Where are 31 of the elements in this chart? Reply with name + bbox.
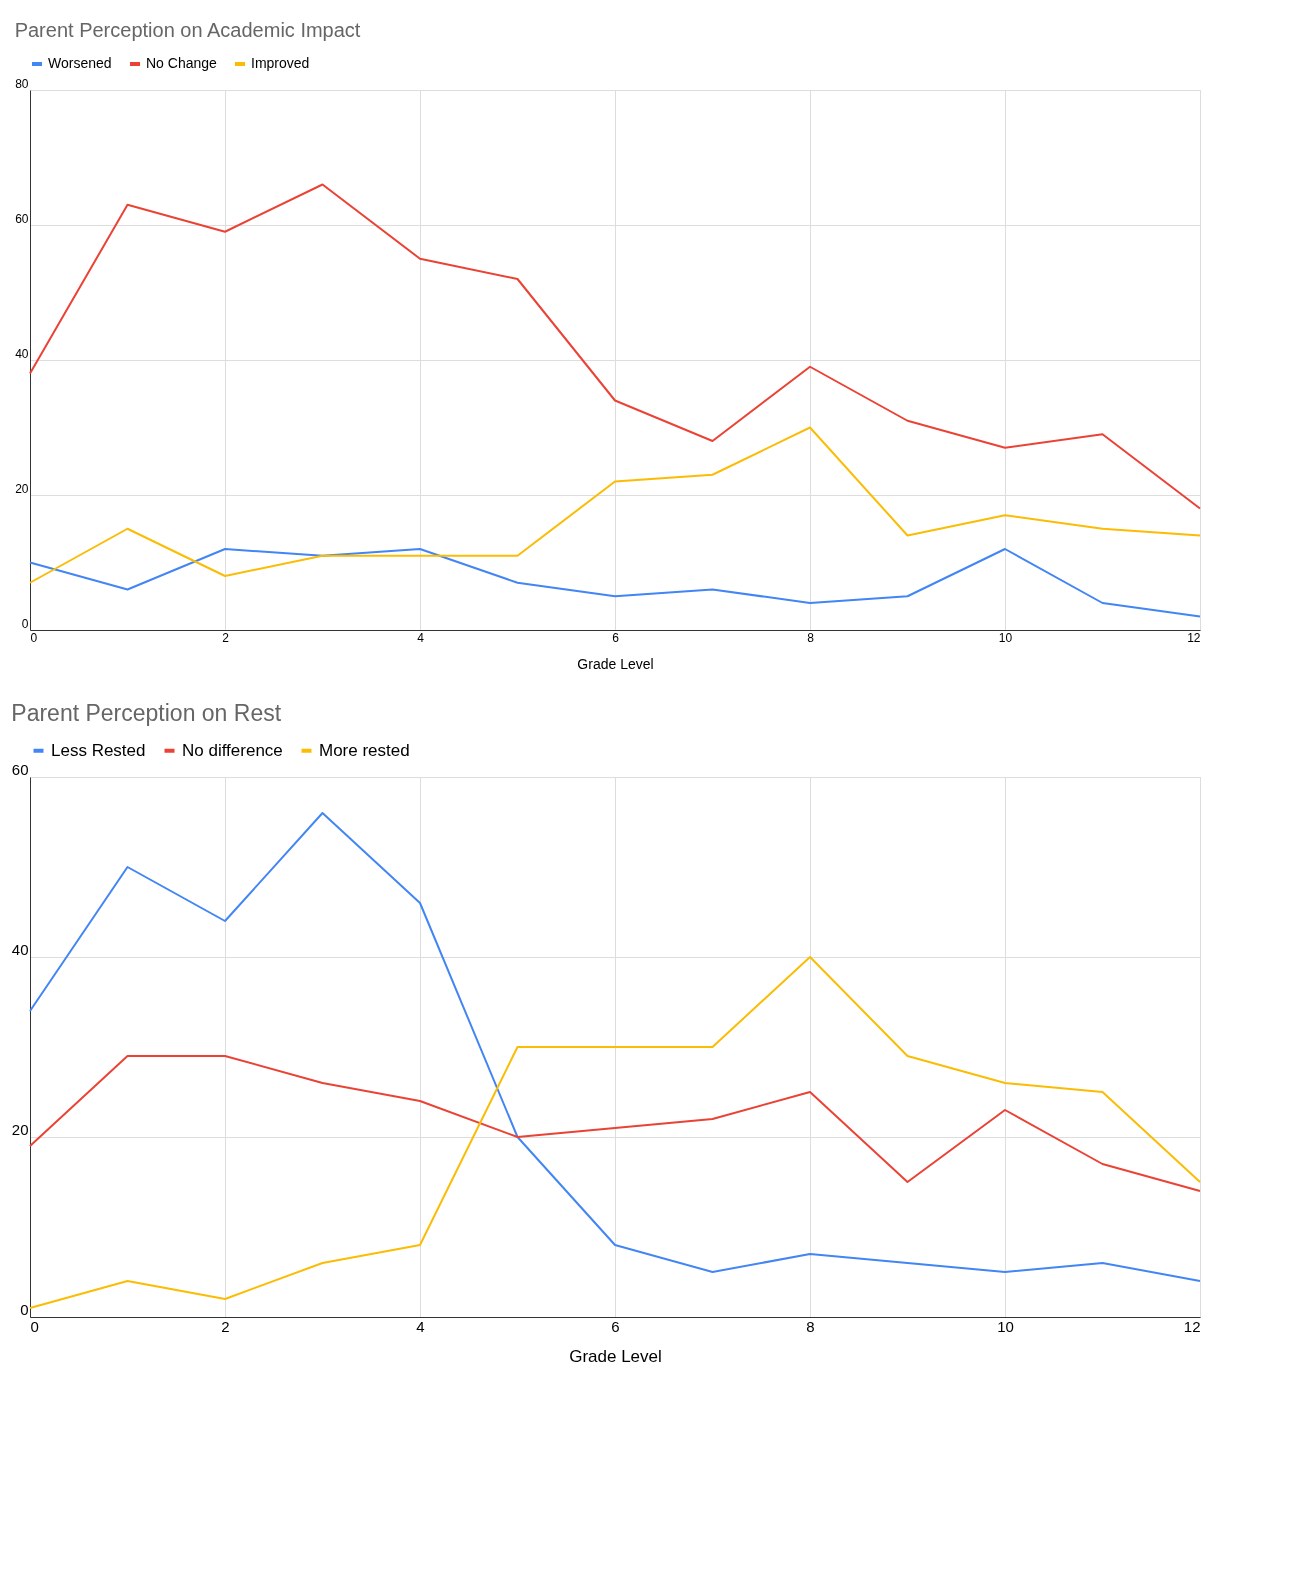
y-tick-label: 20 <box>11 1120 29 1138</box>
legend-label: No difference <box>182 740 283 760</box>
y-tick-label: 20 <box>15 481 29 496</box>
x-tick-label: 10 <box>997 1317 1014 1335</box>
y-tick-label: 60 <box>11 760 29 778</box>
y-tick-label: 60 <box>15 211 29 226</box>
x-tick-label: 8 <box>807 630 815 645</box>
y-tick-label: 40 <box>15 346 29 361</box>
x-tick-label: 6 <box>611 1317 620 1335</box>
y-tick-label: 40 <box>11 940 29 958</box>
x-axis-title: Grade Level <box>569 1346 662 1366</box>
x-tick-label: 4 <box>417 630 425 645</box>
legend-label: Improved <box>251 55 310 71</box>
chart-title: Parent Perception on Academic Impact <box>14 19 361 41</box>
legend-label: Worsened <box>48 55 112 71</box>
x-tick-label: 12 <box>1183 1317 1201 1335</box>
legend-label: No Change <box>146 55 218 71</box>
legend-label: Less Rested <box>51 740 146 760</box>
x-tick-label: 8 <box>806 1317 815 1335</box>
x-tick-label: 12 <box>1187 630 1201 645</box>
x-tick-label: 2 <box>221 1317 230 1335</box>
x-tick-label: 4 <box>416 1317 425 1335</box>
x-tick-label: 2 <box>222 630 230 645</box>
x-axis-title: Grade Level <box>577 655 654 672</box>
y-tick-label: 0 <box>21 616 29 631</box>
x-tick-label: 6 <box>612 630 620 645</box>
y-tick-label: 80 <box>15 76 29 91</box>
chart-title: Parent Perception on Rest <box>11 700 282 726</box>
y-tick-label: 0 <box>20 1300 29 1318</box>
x-tick-label: 10 <box>998 630 1013 645</box>
legend-label: More rested <box>319 740 410 760</box>
